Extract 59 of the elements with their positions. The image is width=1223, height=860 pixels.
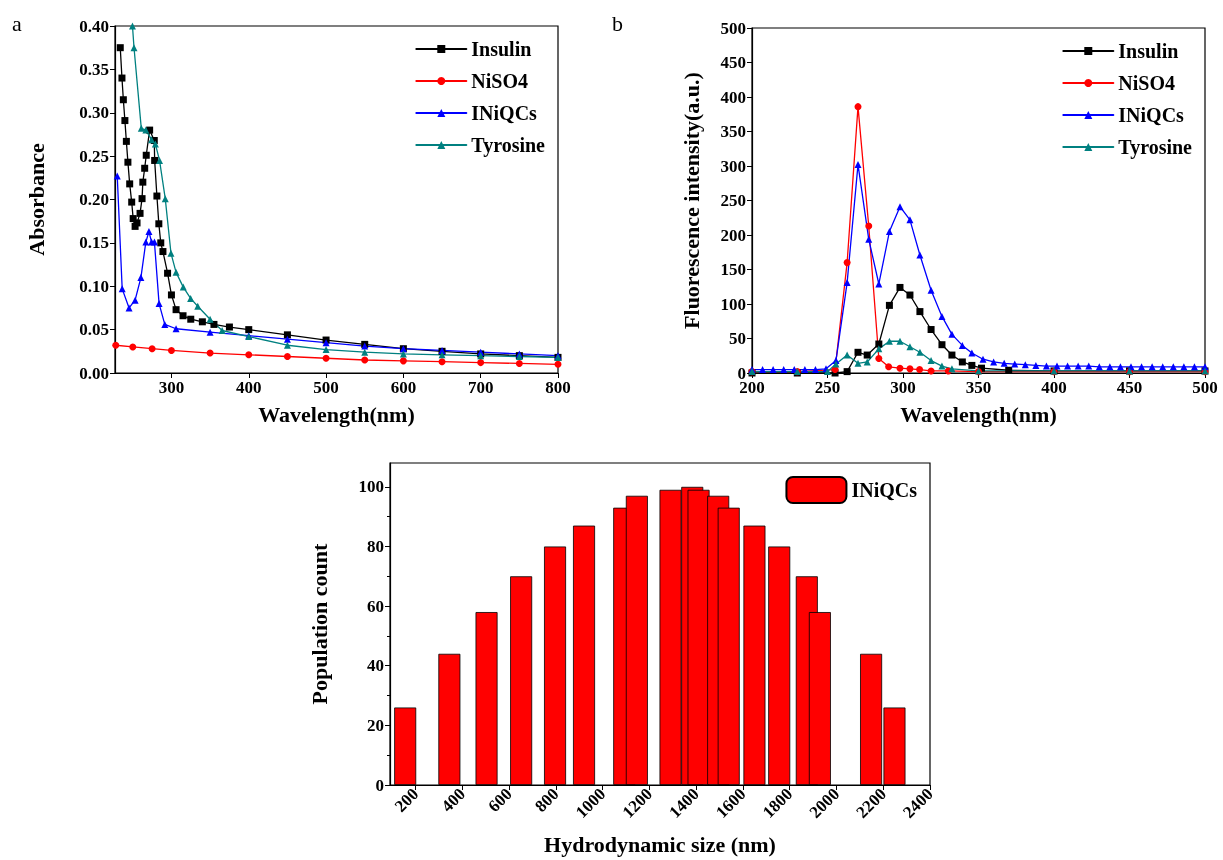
y-tick-label: 80 xyxy=(367,536,384,556)
legend-label: Tyrosine xyxy=(471,134,546,157)
legend-label: INiQCs xyxy=(851,479,918,501)
y-tick-label: 60 xyxy=(367,596,384,616)
y-tick-label: 20 xyxy=(367,715,384,735)
legend-label: INiQCs xyxy=(471,102,538,124)
y-tick-label: 0.10 xyxy=(79,276,109,296)
x-tick-label: 700 xyxy=(467,378,494,397)
y-tick-label: 100 xyxy=(358,477,384,497)
x-tick-label: 450 xyxy=(1116,378,1143,397)
y-tick-label: 350 xyxy=(720,122,746,141)
x-tick-label: 300 xyxy=(158,378,185,397)
x-tick-label: 500 xyxy=(313,378,339,397)
x-tick-label: 350 xyxy=(965,378,992,397)
y-tick-label: 0.35 xyxy=(79,59,109,79)
y-tick-label: 300 xyxy=(720,156,746,176)
x-tick-label: 600 xyxy=(484,784,516,816)
y-tick-label: 500 xyxy=(720,18,746,38)
legend-label: NiSO4 xyxy=(471,70,528,92)
y-tick-label: 200 xyxy=(720,225,746,245)
x-tick-label: 800 xyxy=(545,378,571,397)
y-tick-label: 50 xyxy=(729,329,746,348)
y-tick-label: 450 xyxy=(720,53,746,72)
y-tick-label: 0 xyxy=(375,775,384,795)
y-tick-label: 0.05 xyxy=(79,320,109,340)
x-tick-label: 800 xyxy=(531,784,563,816)
y-tick-label: 0 xyxy=(737,363,746,383)
x-tick-label: 600 xyxy=(390,378,417,397)
x-tick-label: 400 xyxy=(1041,378,1067,397)
y-axis-title: Absorbance xyxy=(23,143,49,256)
y-tick-label: 250 xyxy=(720,191,746,210)
legend-label: Insulin xyxy=(471,38,532,60)
x-tick-label: 400 xyxy=(236,378,262,397)
x-axis-title: Hydrodynamic size (nm) xyxy=(544,831,776,857)
y-axis-title: Fluorescence intensity(a.u.) xyxy=(678,72,704,329)
x-tick-label: 500 xyxy=(1192,378,1218,397)
x-axis-title: Wavelength(nm) xyxy=(900,401,1057,427)
text: a xyxy=(12,10,22,36)
y-tick-label: 0.00 xyxy=(79,363,109,383)
text: b xyxy=(612,10,623,36)
y-tick-label: 0.30 xyxy=(79,103,109,123)
x-axis-title: Wavelength(nm) xyxy=(258,401,415,427)
y-tick-label: 0.20 xyxy=(79,190,109,209)
legend-label: Tyrosine xyxy=(1118,136,1193,159)
y-tick-label: 100 xyxy=(720,294,746,314)
x-tick-label: 400 xyxy=(437,784,470,816)
y-axis-title: Population count xyxy=(306,542,332,705)
y-tick-label: 0.15 xyxy=(79,233,109,253)
y-tick-label: 400 xyxy=(720,87,746,107)
y-tick-label: 0.25 xyxy=(79,146,109,166)
x-tick-label: 250 xyxy=(814,378,841,397)
legend-label: INiQCs xyxy=(1118,104,1185,126)
legend-label: Insulin xyxy=(1118,40,1179,62)
y-tick-label: 40 xyxy=(367,656,384,676)
x-tick-label: 300 xyxy=(890,378,916,397)
y-tick-label: 0.40 xyxy=(79,16,109,36)
y-tick-label: 150 xyxy=(720,260,746,279)
x-tick-label: 200 xyxy=(390,784,423,816)
legend-label: NiSO4 xyxy=(1118,72,1175,94)
